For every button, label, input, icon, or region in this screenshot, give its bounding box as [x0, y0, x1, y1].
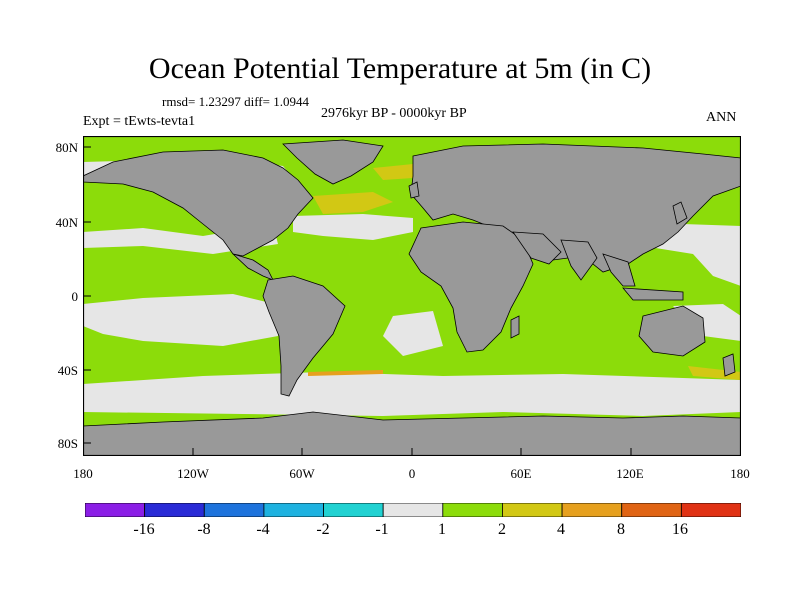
lon-label-120e: 120E: [616, 466, 644, 481]
colorbar-label: 1: [438, 521, 446, 538]
southeast-asia: [602, 253, 636, 287]
lat-label-80s: 80S: [57, 436, 78, 451]
colorbar-label: 8: [617, 521, 625, 538]
india: [560, 239, 598, 281]
greenland: [282, 139, 384, 185]
africa: [408, 221, 534, 353]
colorbar-swatch: [203, 503, 265, 517]
neutral-band: [83, 294, 283, 346]
lat-label-40n: 40N: [55, 215, 78, 230]
lat-label-80n: 80N: [55, 140, 78, 155]
period-text: 2976kyr BP - 0000kyr BP: [321, 106, 467, 121]
colorbar-swatch: [382, 503, 444, 517]
colorbar-label: -16: [133, 521, 155, 538]
season-label: ANN: [706, 110, 737, 125]
neutral-band: [293, 214, 413, 240]
experiment-label: Expt = tEwts-tevta1: [83, 114, 196, 129]
lon-label-120w: 120W: [177, 466, 209, 481]
lon-label-60e: 60E: [510, 466, 532, 481]
lon-label-180w: 180: [73, 466, 93, 481]
antarctica: [83, 411, 741, 456]
colorbar-label: -4: [256, 521, 270, 538]
colorbar-swatch: [502, 503, 563, 517]
warm-patch: [313, 192, 393, 214]
north-america: [83, 149, 314, 257]
colorbar-label: -1: [375, 521, 389, 538]
south-america: [262, 275, 346, 397]
uk: [408, 181, 420, 199]
new-zealand: [722, 353, 736, 377]
colorbar-swatch: [561, 503, 623, 517]
map-title: Ocean Potential Temperature at 5m (in C): [148, 52, 652, 85]
warm-patch: [373, 164, 413, 180]
colorbar-swatch: [144, 503, 205, 517]
colorbar-label: 4: [557, 521, 565, 538]
lon-label-180e: 180: [730, 466, 750, 481]
colorbar-label: -8: [197, 521, 211, 538]
lat-label-40s: 40S: [57, 363, 78, 378]
arabia: [512, 231, 562, 265]
colorbar-swatch: [680, 503, 741, 517]
madagascar: [510, 315, 520, 339]
australia: [638, 305, 706, 357]
colorbar-label: 16: [672, 521, 688, 538]
colorbar-swatch: [263, 503, 324, 517]
indonesia: [622, 287, 684, 301]
colorbar-label: -2: [316, 521, 330, 538]
neutral-band: [83, 372, 741, 416]
colorbar-swatch: [621, 503, 682, 517]
warm-patch: [688, 366, 741, 380]
colorbar-swatch: [323, 503, 384, 517]
lat-label-0: 0: [71, 289, 79, 304]
stats-text: rmsd= 1.23297 diff= 1.0944: [162, 94, 309, 109]
lon-label-0: 0: [408, 466, 416, 481]
hot-stripe: [308, 370, 383, 376]
lon-label-60w: 60W: [289, 466, 315, 481]
colorbar-label: 2: [498, 521, 506, 538]
world-map: [83, 136, 741, 456]
neutral-band: [383, 311, 443, 356]
colorbar-swatch: [442, 503, 503, 517]
colorbar-swatch: [85, 503, 146, 517]
japan: [672, 201, 688, 225]
colorbar: [85, 503, 741, 517]
